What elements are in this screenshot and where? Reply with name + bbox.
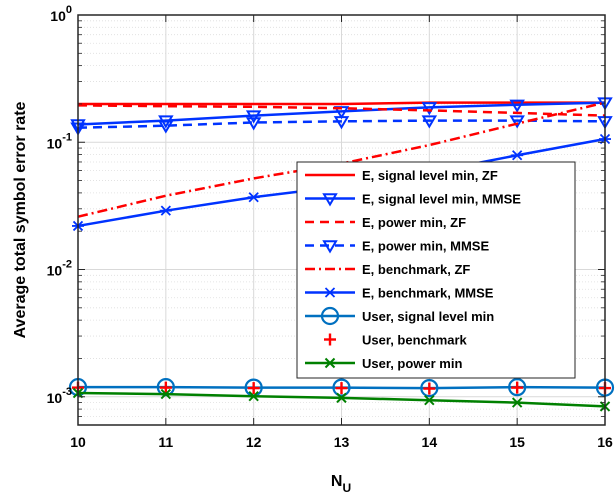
series-3 (77, 104, 606, 117)
marker-x (160, 388, 172, 400)
series-9 (72, 387, 611, 412)
marker-x (324, 357, 336, 369)
marker-circle (332, 378, 351, 397)
legend-entry: E, signal level min, MMSE (305, 192, 521, 207)
x-tick-label: 15 (509, 434, 525, 450)
series-line (77, 119, 606, 130)
series-4 (70, 115, 613, 136)
legend-entry: User, signal level min (305, 306, 494, 326)
marker-circle (420, 378, 439, 398)
y-axis-label: Average total symbol error rate (12, 101, 29, 338)
x-tick-label: 12 (246, 434, 262, 450)
series-line (77, 104, 606, 117)
legend-entry: User, power min (305, 356, 462, 371)
legend: E, signal level min, ZF E, signal level m… (296, 161, 576, 379)
legend-entry: User, benchmark (324, 333, 468, 348)
y-tick-label: 10-3 (47, 386, 72, 406)
legend-label: E, benchmark, ZF (362, 262, 470, 277)
legend-label: E, power min, MMSE (362, 239, 489, 254)
legend-label: User, signal level min (362, 309, 494, 324)
legend-label: E, power min, ZF (362, 215, 466, 230)
marker-asterisk (248, 192, 259, 203)
legend-entry: E, benchmark, MMSE (305, 286, 494, 301)
x-tick-label: 10 (70, 434, 86, 450)
legend-entry: E, benchmark, ZF (305, 262, 470, 277)
x-axis-label: NU (331, 473, 351, 495)
marker-triangle (322, 193, 338, 207)
x-tick-label: 11 (158, 434, 173, 450)
legend-label: E, benchmark, MMSE (362, 286, 494, 301)
ticks (77, 14, 606, 426)
x-tick-label: 16 (597, 434, 613, 450)
marker-asterisk (512, 150, 523, 161)
x-tick-label: 14 (422, 434, 438, 450)
marker-x (336, 392, 347, 404)
legend-label: E, signal level min, MMSE (362, 192, 521, 207)
legend-entry: E, power min, MMSE (305, 239, 489, 254)
marker-x (424, 394, 435, 406)
legend-label: User, power min (362, 356, 462, 371)
marker-asterisk (160, 205, 171, 216)
marker-x (248, 391, 259, 402)
marker-triangle (245, 110, 262, 124)
marker-asterisk (324, 287, 336, 298)
y-tick-label: 100 (50, 4, 72, 24)
marker-triangle (509, 115, 525, 129)
marker-triangle (509, 99, 525, 113)
marker-triangle (245, 117, 262, 131)
marker-circle (508, 378, 527, 397)
y-tick-label: 10-2 (47, 259, 72, 279)
marker-x (511, 397, 523, 408)
legend-entry: E, signal level min, ZF (305, 168, 498, 183)
marker-triangle (158, 120, 174, 134)
legend-label: User, benchmark (362, 333, 468, 348)
marker-triangle (333, 116, 350, 130)
marker-triangle (421, 102, 438, 116)
x-tick-label: 13 (334, 434, 350, 450)
series-line (78, 101, 605, 106)
legend-label: E, signal level min, ZF (362, 168, 498, 183)
marker-circle (320, 306, 340, 326)
y-tick-label: 10-1 (47, 131, 72, 151)
marker-triangle (421, 115, 438, 129)
series-1 (78, 101, 605, 106)
marker-triangle (322, 240, 338, 254)
tick-labels: 100 10-1 10-2 10-3 10 11 12 13 14 15 16 (47, 4, 613, 450)
legend-entry: E, power min, ZF (305, 215, 466, 230)
series-8 (72, 381, 611, 395)
